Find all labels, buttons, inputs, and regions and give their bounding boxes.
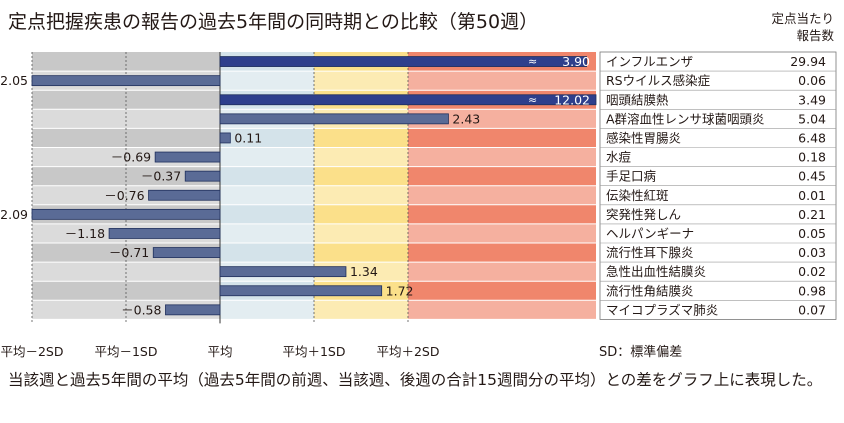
value-label-group: 3.90 ≈ －2.05 12.02 ≈2.43 0.11 －0.69 －0.37 －0.76 －… (0, 54, 590, 317)
bar[interactable] (108, 228, 221, 239)
bar[interactable] (219, 113, 449, 125)
report-rate: 0.21 (798, 207, 826, 222)
rate-column-header-line2: 報告数 (796, 28, 834, 43)
x-tick-label: 平均＋1SD (282, 344, 345, 359)
report-rate: 3.49 (798, 92, 826, 107)
report-rate: 29.94 (790, 54, 826, 69)
report-rate: 0.45 (798, 169, 826, 184)
x-tick-label: 平均 (207, 344, 232, 359)
disease-name: A群溶血性レンサ球菌咽頭炎 (606, 111, 765, 126)
value-label: －0.76 (104, 188, 144, 203)
value-label: －1.18 (65, 226, 105, 241)
disease-name: マイコプラズマ肺炎 (606, 302, 718, 317)
report-rate: 5.04 (798, 111, 826, 126)
caption-text: 当該週と過去5年間の平均（過去5年間の前週、当該週、後週の合計15週間分の平均）… (8, 371, 823, 389)
disease-name: 感染性胃腸炎 (606, 130, 681, 145)
value-label: 1.72 (386, 283, 414, 298)
bar[interactable] (219, 56, 588, 67)
chart-title: 定点把握疾患の報告の過去5年間の同時期との比較（第50週） (8, 11, 539, 33)
value-label: 0.11 (234, 130, 262, 145)
bar[interactable] (184, 170, 221, 182)
disease-name: 手足口病 (606, 169, 656, 184)
axis-break-mark: ≈ (528, 55, 537, 68)
disease-name: 急性出血性結膜炎 (606, 264, 706, 279)
report-rate: 0.03 (798, 245, 826, 260)
disease-name: 流行性角結膜炎 (606, 283, 694, 298)
report-rate: 0.05 (798, 226, 826, 241)
bar[interactable] (165, 304, 221, 316)
value-label: 3.90 (562, 54, 590, 69)
report-rate: 0.18 (798, 150, 826, 165)
value-label: 1.34 (350, 264, 378, 279)
x-tick-label: 平均－2SD (0, 344, 63, 359)
value-label: －0.58 (121, 302, 161, 317)
bar[interactable] (148, 189, 221, 201)
disease-name: ヘルパンギーナ (606, 226, 694, 241)
report-rate: 6.48 (798, 130, 826, 145)
x-tick-label: 平均－1SD (94, 344, 157, 359)
report-rate: 0.98 (798, 283, 826, 298)
report-rate: 0.07 (798, 302, 826, 317)
report-rate: 0.06 (798, 73, 826, 88)
disease-name: RSウイルス感染症 (606, 73, 710, 88)
bar[interactable] (154, 151, 221, 163)
x-tick-labels: 平均－2SD 平均－1SD 平均 平均＋1SD 平均＋2SD (0, 344, 439, 359)
disease-name: 突発性発しん (606, 207, 681, 222)
disease-table: インフルエンザ 29.94 RSウイルス感染症 0.06 咽頭結膜熱 3.49 A群溶血性レ… (599, 51, 837, 320)
comparison-chart: 3.90 ≈ －2.05 12.02 ≈2.43 0.11 －0.69 －0.37 －0.76 －… (0, 51, 837, 360)
value-label: －2.09 (0, 207, 28, 222)
report-rate: 0.02 (798, 264, 826, 279)
bar[interactable] (31, 208, 221, 220)
value-label: －0.71 (109, 245, 149, 260)
value-label: 2.43 (452, 111, 480, 126)
disease-name: 流行性耳下腺炎 (606, 245, 694, 260)
rate-column-header-line1: 定点当たり (771, 11, 834, 26)
value-label: －0.37 (141, 169, 181, 184)
axis-break-mark: ≈ (528, 93, 537, 106)
bar[interactable] (152, 247, 221, 258)
disease-name: 水痘 (606, 150, 632, 165)
disease-name: 伝染性紅斑 (606, 188, 669, 203)
bar-group (31, 56, 597, 316)
x-tick-label: 平均＋2SD (376, 344, 439, 359)
report-rate: 0.01 (798, 188, 826, 203)
bar[interactable] (219, 285, 383, 297)
value-label: －2.05 (0, 73, 28, 88)
value-label: －0.69 (111, 150, 151, 165)
bar[interactable] (219, 94, 597, 106)
bar[interactable] (219, 266, 347, 278)
bar[interactable] (31, 75, 221, 87)
bar[interactable] (219, 132, 231, 144)
value-label: 12.02 (554, 92, 590, 107)
disease-name: インフルエンザ (606, 54, 693, 69)
rate-column-header: 定点当たり 報告数 (771, 10, 834, 44)
sd-note: SD：標準偏差 (599, 344, 682, 360)
disease-name: 咽頭結膜熱 (606, 92, 669, 107)
